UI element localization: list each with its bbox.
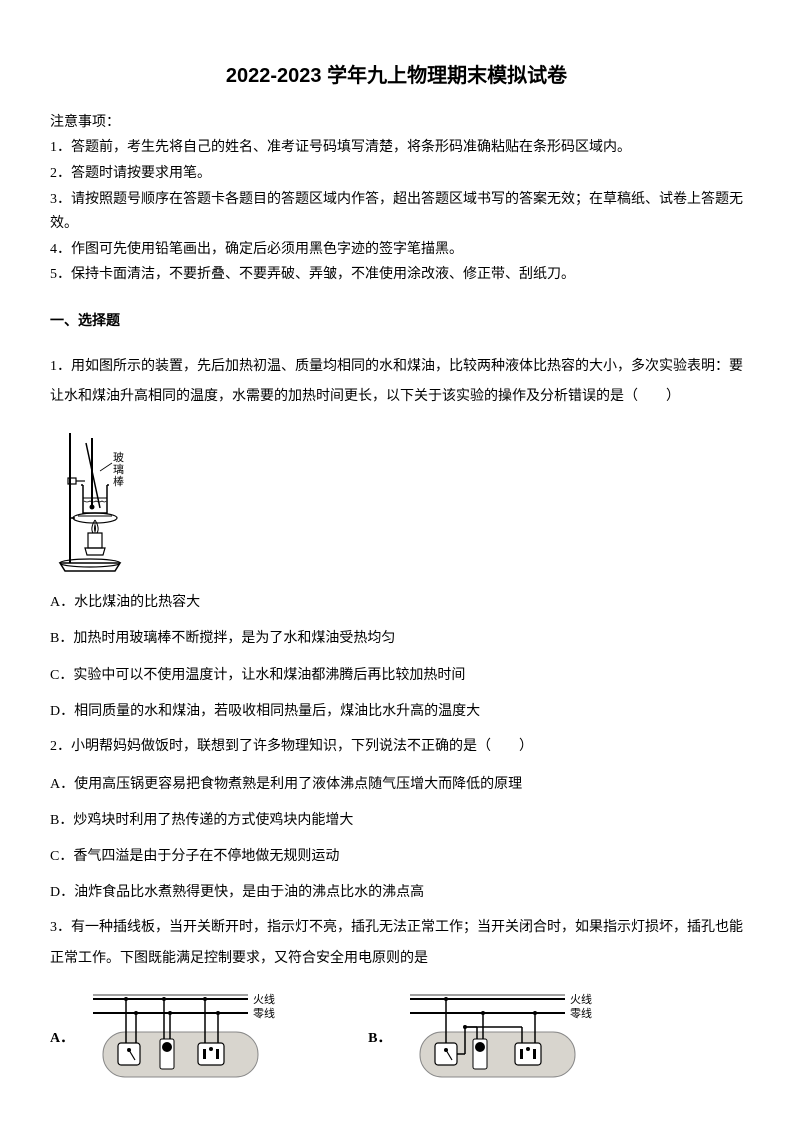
question-3-text: 3．有一种插线板，当开关断开时，指示灯不亮，插孔无法正常工作；当开关闭合时，如果…: [50, 913, 743, 975]
circuit-diagram-b: 火线 零线: [405, 987, 605, 1090]
svg-text:火线: 火线: [253, 992, 275, 1006]
circuit-diagram-a: 火线 零线: [88, 987, 288, 1090]
instructions-header: 注意事项：: [50, 112, 743, 134]
instruction-5: 5．保持卡面清洁，不要折叠、不要弄破、弄皱，不准使用涂改液、修正带、刮纸刀。: [50, 263, 743, 287]
q2-option-a: A．使用高压锅更容易把食物煮熟是利用了液体沸点随气压增大而降低的原理: [50, 769, 743, 801]
q3-options-row: A． 火线 零线: [50, 987, 743, 1090]
instruction-2: 2．答题时请按要求用笔。: [50, 162, 743, 186]
beaker-apparatus-icon: 玻 璃 棒: [50, 423, 140, 573]
q3-label-a: A．: [50, 1028, 74, 1050]
q1-option-c: C．实验中可以不使用温度计，让水和煤油都沸腾后再比较加热时间: [50, 660, 743, 692]
svg-text:火线: 火线: [570, 992, 592, 1006]
instruction-3: 3．请按照题号顺序在答题卡各题目的答题区域内作答，超出答题区域书写的答案无效；在…: [50, 188, 743, 236]
svg-text:零线: 零线: [253, 1006, 275, 1020]
page-title: 2022-2023 学年九上物理期末模拟试卷: [50, 60, 743, 92]
question-1-text: 1．用如图所示的装置，先后加热初温、质量均相同的水和煤油，比较两种液体比热容的大…: [50, 352, 743, 414]
q1-option-b: B．加热时用玻璃棒不断搅拌，是为了水和煤油受热均匀: [50, 623, 743, 655]
instruction-1: 1．答题前，考生先将自己的姓名、准考证号码填写清楚，将条形码准确粘贴在条形码区域…: [50, 136, 743, 160]
svg-text:零线: 零线: [570, 1006, 592, 1020]
q2-option-c: C．香气四溢是由于分子在不停地做无规则运动: [50, 841, 743, 873]
circuit-b-icon: 火线 零线: [405, 987, 605, 1082]
question-2-text: 2．小明帮妈妈做饭时，联想到了许多物理知识，下列说法不正确的是（ ）: [50, 732, 743, 763]
q3-label-b: B．: [368, 1028, 391, 1050]
section-1-header: 一、选择题: [50, 311, 743, 333]
glass-rod-label: 玻: [113, 451, 124, 464]
q1-option-d: D．相同质量的水和煤油，若吸收相同热量后，煤油比水升高的温度大: [50, 696, 743, 728]
svg-text:棒: 棒: [113, 474, 124, 488]
svg-text:璃: 璃: [113, 462, 124, 476]
q1-option-a: A．水比煤油的比热容大: [50, 587, 743, 619]
q2-option-b: B．炒鸡块时利用了热传递的方式使鸡块内能增大: [50, 805, 743, 837]
q2-option-d: D．油炸食品比水煮熟得更快，是由于油的沸点比水的沸点高: [50, 877, 743, 909]
question-1-figure: 玻 璃 棒: [50, 423, 743, 573]
circuit-a-icon: 火线 零线: [88, 987, 288, 1082]
instruction-4: 4．作图可先使用铅笔画出，确定后必须用黑色字迹的签字笔描黑。: [50, 238, 743, 262]
